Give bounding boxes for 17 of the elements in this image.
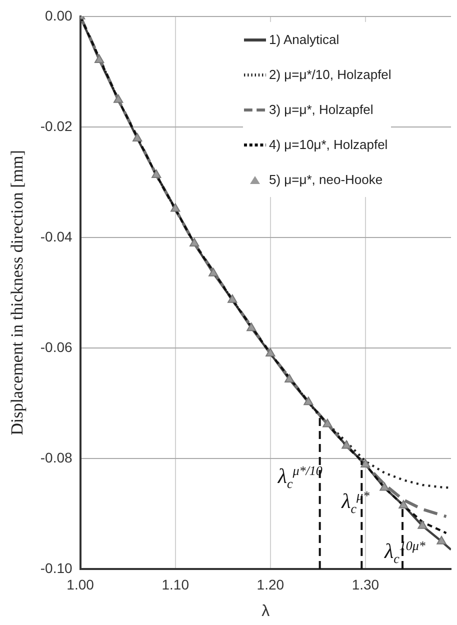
y-tick-label: -0.08 xyxy=(40,449,73,466)
legend-label: 1) Analytical xyxy=(269,32,340,47)
y-axis-title: Displacement in thickness direction [mm] xyxy=(8,150,27,436)
x-axis-title: λ xyxy=(262,602,270,620)
x-tick-label: 1.10 xyxy=(162,576,190,592)
y-tick-label: 0.00 xyxy=(45,7,73,24)
legend-label: 4) μ=10μ*, Holzapfel xyxy=(269,137,388,152)
x-tick-label: 1.20 xyxy=(256,576,284,592)
legend-label: 3) μ=μ*, Holzapfel xyxy=(269,102,374,117)
y-tick-label: -0.04 xyxy=(40,228,73,244)
y-tick-label: -0.06 xyxy=(40,338,73,355)
x-tick-label: 1.30 xyxy=(352,576,380,592)
y-tick-label: -0.10 xyxy=(40,560,73,576)
legend-label: 2) μ=μ*/10, Holzapfel xyxy=(269,67,392,82)
x-tick-label: 1.00 xyxy=(66,576,94,592)
legend-label: 5) μ=μ*, neo-Hooke xyxy=(269,172,383,187)
y-tick-label: -0.02 xyxy=(40,118,73,134)
